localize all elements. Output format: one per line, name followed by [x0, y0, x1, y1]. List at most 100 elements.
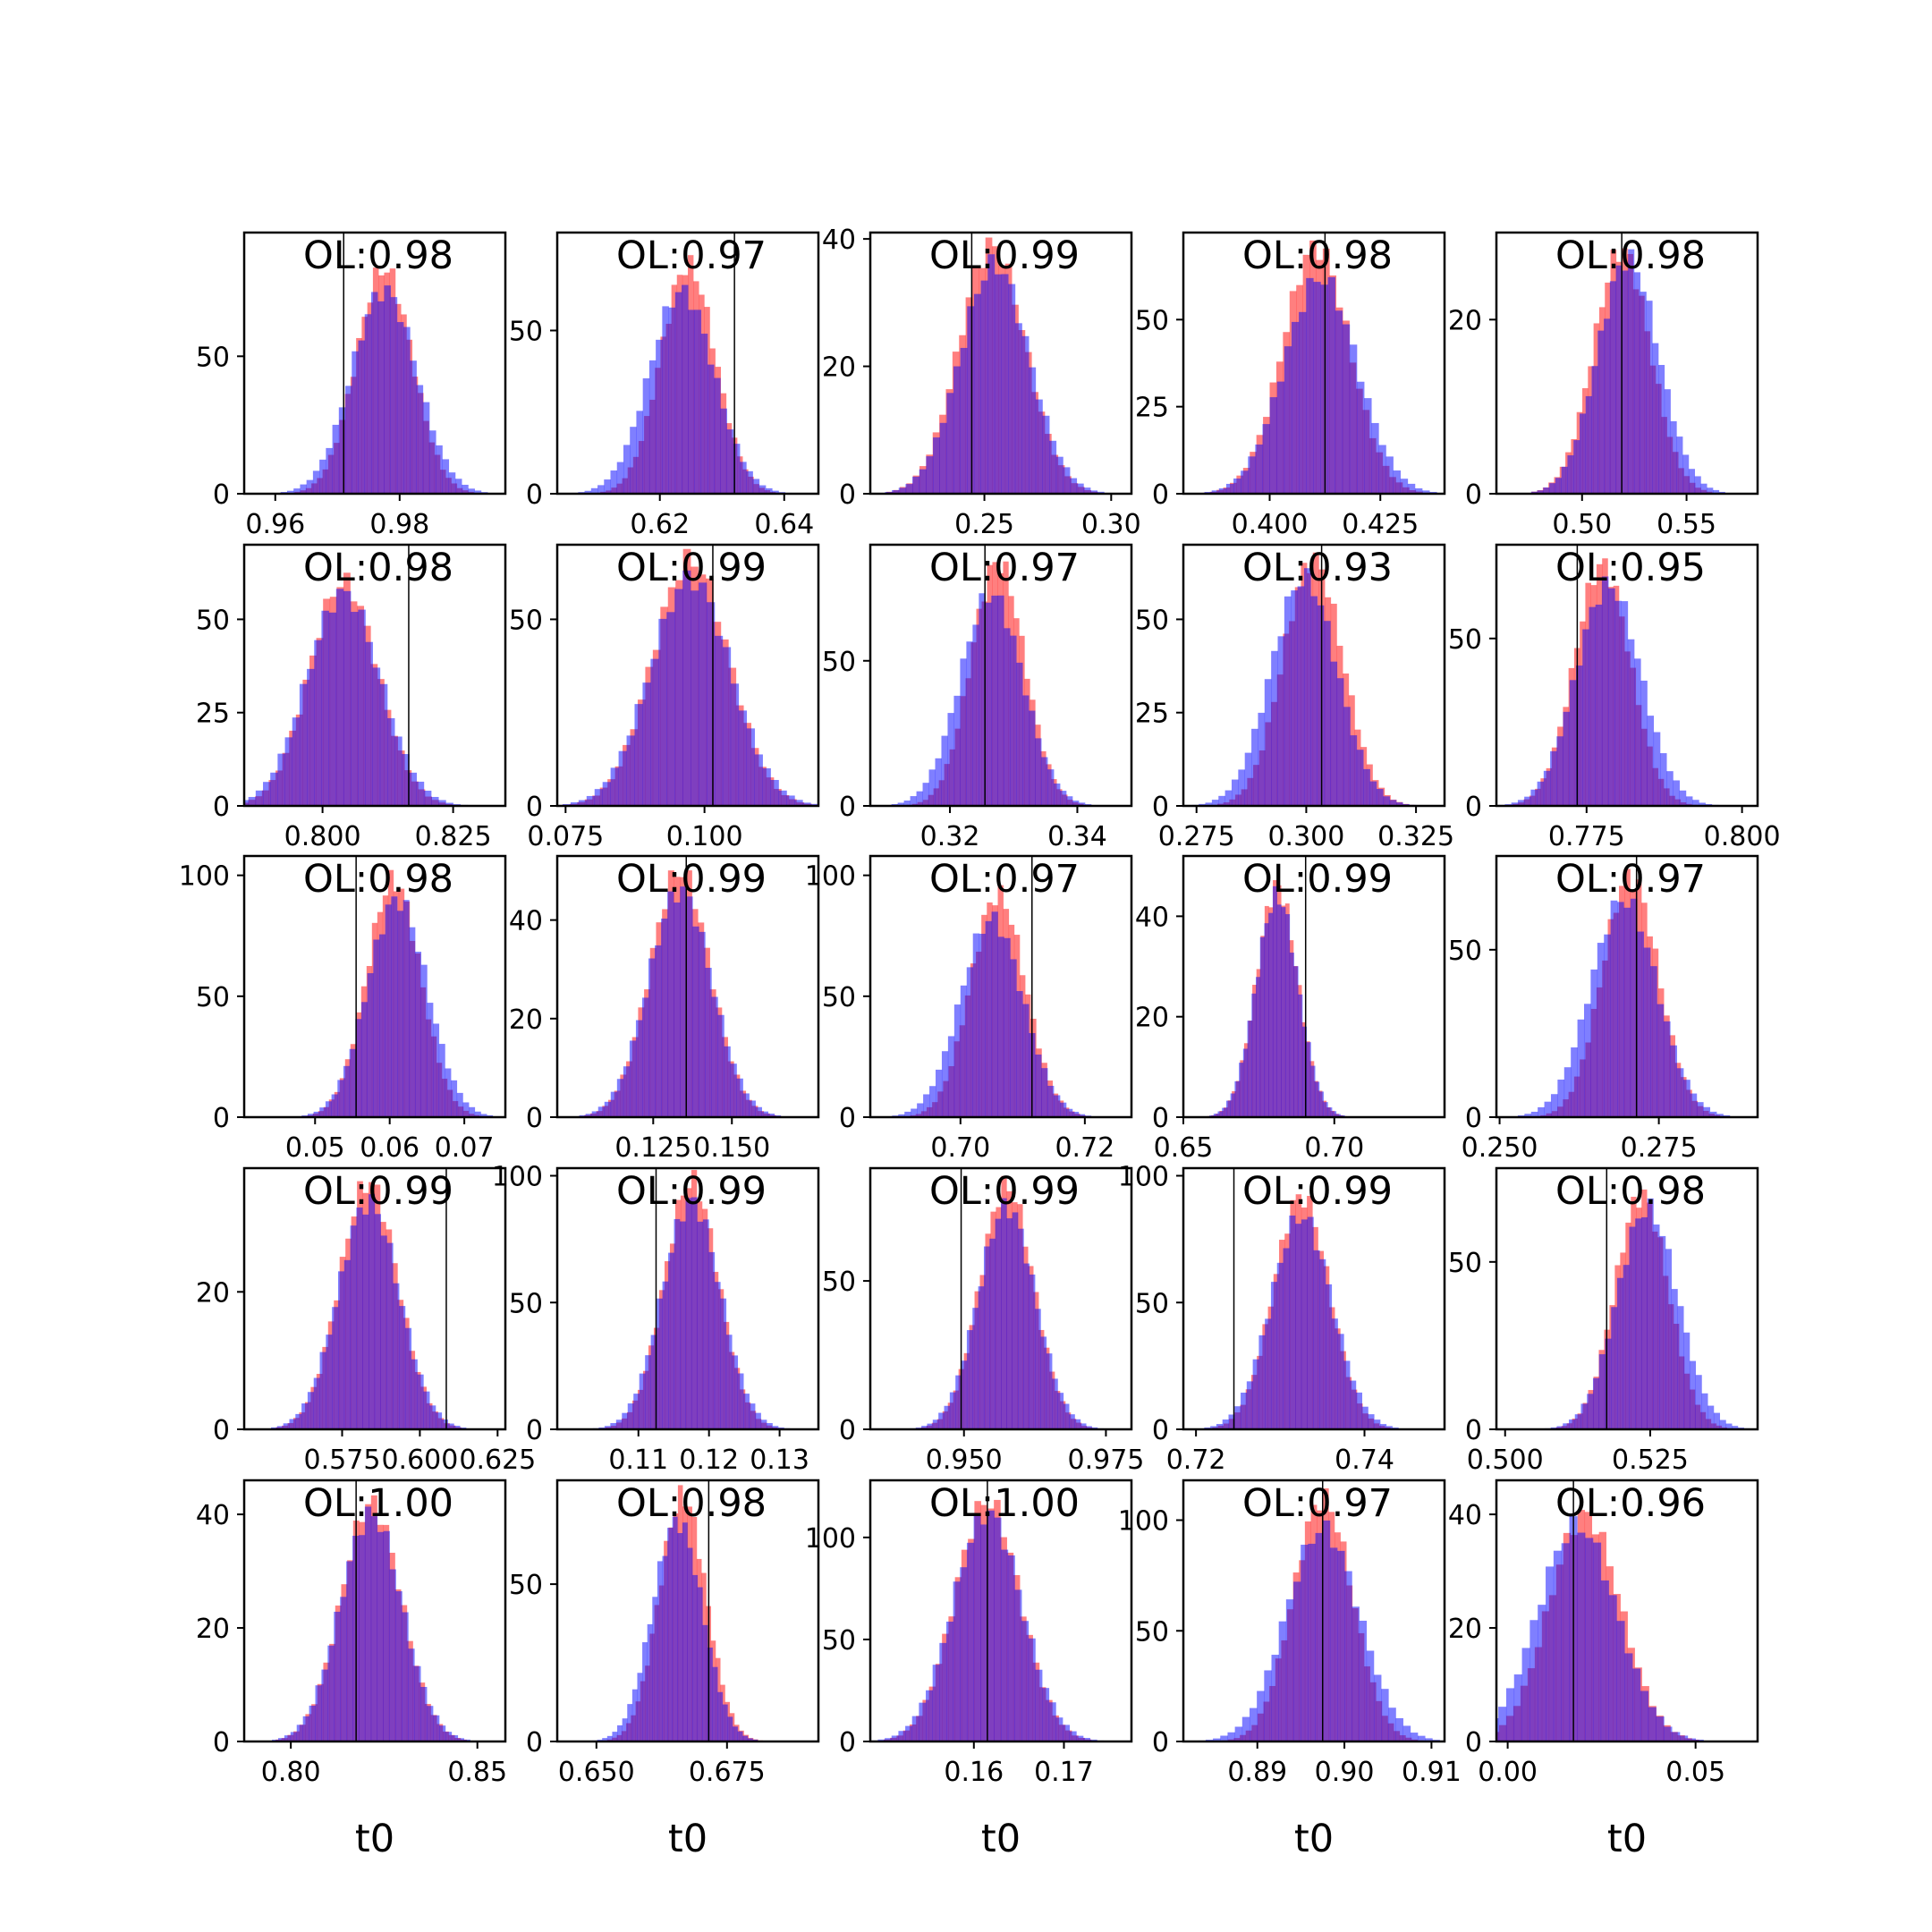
histogram-bar-blue — [277, 1738, 285, 1741]
x-tick-label: 0.525 — [1612, 1445, 1689, 1476]
histogram-bar-blue — [399, 1306, 406, 1429]
histogram-bar-blue — [468, 488, 475, 494]
y-tick-label: 0 — [213, 1727, 230, 1758]
y-tick-label: 20 — [1448, 1614, 1482, 1645]
histogram-bar-blue — [1241, 470, 1249, 494]
bars-group — [1511, 869, 1737, 1117]
histogram-bar-blue — [674, 902, 681, 1117]
histogram-bar-blue — [1676, 1068, 1684, 1117]
histogram-bar-blue — [1258, 712, 1266, 806]
histogram-bar-blue — [284, 1735, 292, 1741]
histogram-bar-blue — [944, 1405, 951, 1429]
histogram-bar-blue — [1241, 1393, 1248, 1429]
histogram-bar-blue — [1256, 977, 1261, 1117]
histogram-panel: 0.89 0.90 0.91 0 50 100 OL:0.97 t0 — [1118, 1479, 1462, 1861]
y-tick-label: 50 — [196, 605, 230, 636]
y-tick-label: 0 — [839, 1415, 856, 1446]
histogram-bar-blue — [1550, 1094, 1558, 1117]
y-tick-label: 0 — [839, 792, 856, 823]
histogram-bar-blue — [1605, 1338, 1612, 1429]
histogram-bar-blue — [700, 334, 708, 494]
histogram-bar-blue — [1422, 490, 1430, 494]
histogram-bar-blue — [1284, 596, 1292, 806]
histogram-bar-blue — [1264, 923, 1269, 1117]
histogram-panel: 0.575 0.600 0.625 0 20 OL:0.99 — [196, 1166, 536, 1476]
histogram-bar-blue — [1008, 284, 1016, 494]
histogram-bar-blue — [1407, 483, 1416, 494]
histogram-bar-blue — [1648, 1707, 1657, 1741]
histogram-bar-blue — [738, 710, 748, 806]
histogram-bar-blue — [1664, 1726, 1673, 1741]
histogram-bar-blue — [1629, 1226, 1636, 1429]
histogram-bar-blue — [720, 408, 727, 494]
x-axis-label: t0 — [1607, 1817, 1647, 1861]
histogram-bar-blue — [692, 1574, 699, 1741]
histogram-bar-blue — [1225, 483, 1234, 494]
histogram-bar-blue — [953, 695, 961, 806]
histogram-bar-blue — [767, 1114, 775, 1117]
histogram-bar-blue — [746, 470, 753, 494]
overlap-annotation: OL:0.97 — [929, 857, 1080, 902]
histogram-bar-blue — [885, 1738, 893, 1741]
y-tick-label: 0 — [526, 479, 543, 511]
histogram-bar-blue — [966, 641, 973, 806]
bars-group — [289, 869, 499, 1117]
histogram-bar-blue — [1330, 661, 1338, 806]
histogram-bar-blue — [730, 1063, 737, 1117]
y-tick-label: 0 — [1465, 1727, 1482, 1758]
histogram-bar-blue — [1627, 639, 1635, 806]
histogram-bar-blue — [379, 683, 388, 806]
histogram-bar-blue — [1252, 1359, 1259, 1429]
histogram-bar-blue — [747, 1738, 753, 1741]
y-tick-label: 50 — [509, 605, 543, 636]
histogram-bar-blue — [652, 1597, 658, 1741]
histogram-bar-blue — [1396, 802, 1403, 806]
histogram-bar-blue — [457, 1738, 464, 1741]
x-tick-label: 0.13 — [750, 1445, 809, 1476]
histogram-bar-blue — [1402, 1725, 1411, 1741]
axes-frame — [1495, 1479, 1759, 1743]
x-tick-label: 0.325 — [1377, 821, 1454, 852]
histogram-bar-blue — [1251, 993, 1257, 1117]
histogram-bar-blue — [1281, 907, 1286, 1117]
histogram-bar-blue — [1634, 658, 1641, 806]
histogram-bar-blue — [244, 800, 249, 806]
histogram-bar-blue — [1306, 277, 1314, 494]
x-tick-label: 0.90 — [1315, 1757, 1375, 1788]
histogram-bar-blue — [737, 1373, 744, 1429]
histogram-bar-blue — [1029, 710, 1036, 806]
histogram-bar-blue — [321, 1669, 328, 1741]
y-tick-label: 100 — [1118, 1162, 1169, 1193]
histogram-bar-blue — [891, 1735, 899, 1741]
histogram-bar-blue — [590, 487, 598, 494]
histogram-bar-blue — [1732, 1426, 1739, 1429]
histogram-bar-blue — [786, 795, 795, 806]
y-tick-label: 50 — [509, 1288, 543, 1319]
histogram-bar-blue — [1291, 590, 1298, 806]
axes-frame — [555, 1166, 820, 1431]
histogram-bar-blue — [978, 1286, 985, 1429]
histogram-bar-blue — [307, 668, 315, 806]
y-tick-label: 40 — [822, 225, 856, 256]
histogram-bar-blue — [1227, 1732, 1235, 1741]
histogram-bar-blue — [1640, 1690, 1649, 1741]
histogram-bar-blue — [1217, 1111, 1223, 1117]
histogram-bar-blue — [1616, 1621, 1625, 1741]
histogram-bar-blue — [1213, 1738, 1221, 1741]
histogram-bar-blue — [921, 1426, 928, 1429]
histogram-bar-blue — [639, 1373, 646, 1429]
y-tick-label: 50 — [509, 317, 543, 348]
histogram-bar-blue — [1310, 596, 1318, 806]
histogram-bar-blue — [1414, 487, 1423, 494]
histogram-bar-blue — [1670, 1045, 1677, 1117]
histogram-bar-blue — [979, 933, 986, 1117]
histogram-bar-blue — [932, 1419, 939, 1429]
histogram-bar-blue — [994, 1517, 1002, 1741]
histogram-bar-blue — [1021, 1621, 1030, 1741]
bars-group — [886, 885, 1098, 1117]
histogram-bar-blue — [1264, 679, 1272, 806]
histogram-bar-blue — [1366, 1650, 1375, 1741]
histogram-bar-blue — [997, 595, 1004, 806]
histogram-bar-blue — [402, 1612, 409, 1741]
histogram-bar-blue — [1074, 1419, 1081, 1429]
